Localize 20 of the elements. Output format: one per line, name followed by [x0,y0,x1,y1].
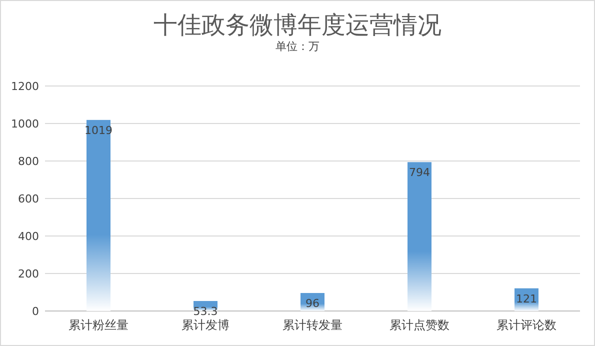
bar [408,162,432,311]
y-tick-label: 1000 [11,118,39,130]
y-tick-label: 0 [32,305,39,318]
x-tick-label: 累计粉丝量 [68,318,128,332]
chart-subtitle: 单位：万 [276,40,320,53]
y-tick-label: 1200 [11,80,39,93]
y-tick-label: 200 [18,268,39,280]
y-tick-label: 600 [18,192,39,206]
x-tick-label: 累计转发量 [282,318,342,332]
x-tick-label: 累计点赞数 [390,318,450,332]
y-tick-label: 800 [18,155,39,168]
data-label: 96 [306,297,320,310]
bar [86,120,110,311]
x-tick-label: 累计评论数 [496,318,556,332]
x-tick-label: 累计发博 [182,318,230,332]
data-label: 121 [516,292,537,306]
data-label: 53.3 [193,305,218,318]
data-label: 794 [409,166,430,180]
y-tick-label: 400 [18,230,39,243]
chart-title: 十佳政务微博年度运营情况 [154,11,442,39]
